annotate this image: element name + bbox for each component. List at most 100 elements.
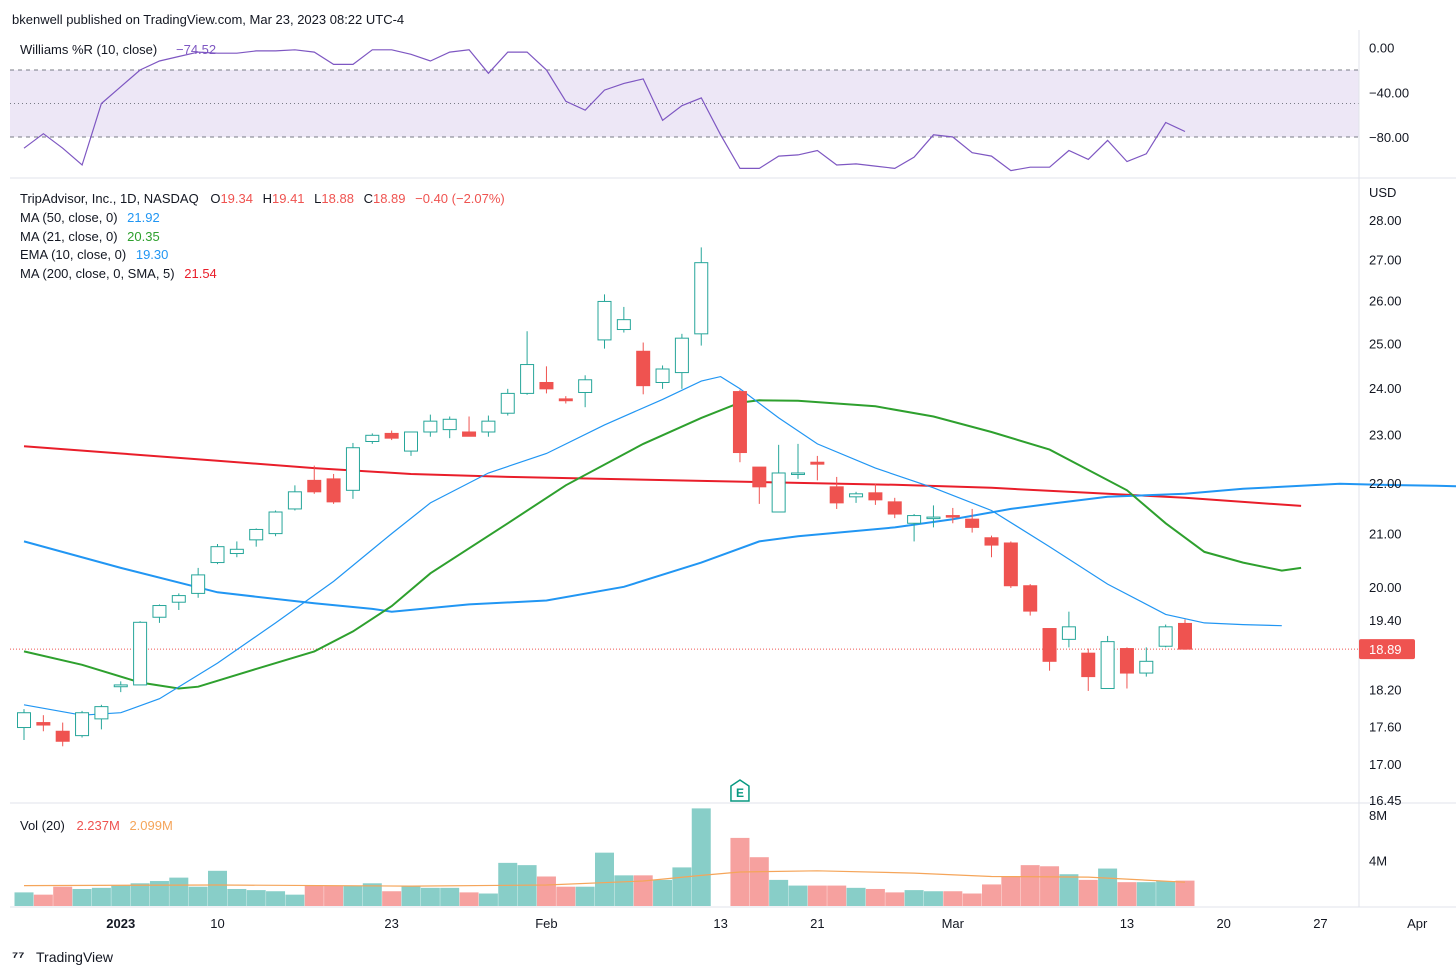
volume-bar-up: [130, 883, 150, 906]
time-tick-label: 2023: [106, 916, 135, 931]
candle-body-down: [810, 461, 825, 465]
last-price-badge: 18.89: [1359, 639, 1415, 660]
volume-bar-down: [1001, 876, 1021, 906]
candle-body-up: [849, 493, 864, 498]
candle-body-down: [984, 537, 999, 546]
volume-bar-down: [827, 885, 847, 906]
price-pane: TripAdvisor, Inc., 1D, NASDAQ O19.34 H19…: [10, 185, 1456, 808]
candle-body-up: [597, 300, 612, 341]
candle-body-down: [462, 431, 477, 437]
volume-bar-down: [556, 886, 576, 906]
volume-bar-down: [885, 892, 905, 906]
candle-body-up: [655, 368, 670, 383]
candle-body-down: [732, 391, 747, 454]
price-tick-label: 28.00: [1369, 213, 1402, 228]
candle-body-up: [423, 420, 438, 433]
price-tick-label: 27.00: [1369, 252, 1402, 267]
volume-bar-down: [1020, 865, 1040, 906]
volume-bar-up: [498, 862, 518, 906]
last-price-badge-bg: [1359, 639, 1415, 660]
volume-bar-up: [575, 886, 595, 906]
candle-body-down: [636, 350, 651, 387]
legend-ema10: EMA (10, close, 0) 19.30: [20, 247, 168, 262]
time-tick-label: 27: [1313, 916, 1327, 931]
candle-body-up: [674, 337, 689, 374]
williams-r-tick-label: −40.00: [1369, 85, 1409, 100]
volume-bars: [14, 808, 1195, 906]
volume-bar-up: [362, 883, 382, 906]
time-tick-label: Mar: [942, 916, 965, 931]
price-tick-label: 16.45: [1369, 793, 1402, 808]
williams-r-value: −74.52: [176, 42, 216, 57]
volume-pane: Vol (20) 2.237M 2.099M 8M 4M: [14, 808, 1387, 906]
price-tick-label: 24.00: [1369, 381, 1402, 396]
candle-body-up: [191, 574, 206, 594]
high-value: 19.41: [272, 191, 305, 206]
symbol-line: TripAdvisor, Inc., 1D, NASDAQ: [20, 191, 199, 206]
candle-body-down: [539, 381, 554, 390]
candle-body-up: [578, 379, 593, 393]
candle-body-down: [307, 479, 322, 493]
close-label: C: [364, 191, 373, 206]
volume-tick-label: 4M: [1369, 854, 1387, 869]
volume-bar-up: [401, 885, 421, 906]
time-tick-label: 13: [1120, 916, 1134, 931]
volume-bar-up: [169, 877, 189, 906]
candle-body-down: [945, 515, 960, 518]
candle-body-up: [268, 511, 283, 535]
time-tick-label: Feb: [535, 916, 557, 931]
volume-bar-down: [865, 888, 885, 906]
brand-name: TradingView: [36, 949, 114, 965]
volume-bar-down: [633, 875, 653, 906]
volume-bar-up: [478, 893, 498, 906]
candle-body-down: [829, 486, 844, 504]
open-label: O: [210, 191, 220, 206]
candle-body-up: [249, 528, 264, 541]
volume-bar-up: [1156, 881, 1176, 906]
legend-ma50: MA (50, close, 0) 21.92: [20, 210, 160, 225]
candle-body-down: [965, 518, 980, 528]
volume-bar-down: [324, 885, 344, 906]
volume-bar-down: [962, 893, 982, 906]
candle-body-down: [1042, 628, 1057, 662]
ma21-line: [23, 399, 1302, 690]
volume-tick-label: 8M: [1369, 808, 1387, 823]
candle-body-up: [616, 319, 631, 331]
volume-bar-down: [33, 894, 53, 906]
volume-bar-down: [749, 857, 769, 906]
candle-body-down: [36, 722, 51, 726]
volume-bar-down: [982, 884, 1001, 906]
legend-ma21: MA (21, close, 0) 20.35: [20, 229, 160, 244]
volume-bar-up: [691, 808, 711, 906]
time-tick-label: 23: [384, 916, 398, 931]
candle-body-up: [1100, 641, 1115, 690]
earnings-marker[interactable]: E: [730, 779, 750, 802]
candle-body-up: [771, 472, 786, 513]
currency-label: USD: [1369, 185, 1396, 200]
volume-bar-down: [53, 886, 73, 906]
volume-bar-up: [343, 885, 363, 906]
candle-body-down: [752, 466, 767, 488]
ma21-name: MA (21, close, 0): [20, 229, 118, 244]
candle-body-down: [1023, 585, 1038, 612]
candle-body-up: [75, 712, 90, 737]
time-tick-label: 21: [810, 916, 824, 931]
change-value: −0.40 (−2.07%): [415, 191, 505, 206]
volume-bar-up: [208, 870, 227, 906]
time-tick-label: Apr: [1407, 916, 1428, 931]
volume-label: Vol (20): [20, 818, 65, 833]
volume-bar-up: [846, 887, 866, 906]
tradingview-logo: ⁷⁷ TradingView: [12, 949, 114, 966]
publisher-line: bkenwell published on TradingView.com, M…: [12, 12, 404, 27]
volume-bar-up: [672, 867, 692, 906]
earnings-badge-shape: [730, 779, 750, 802]
candle-body-down: [1178, 622, 1192, 650]
price-tick-label: 23.00: [1369, 427, 1402, 442]
candle-body-up: [1061, 626, 1076, 640]
volume-bar-up: [420, 887, 440, 906]
volume-bar-up: [285, 894, 305, 906]
price-tick-label: 25.00: [1369, 336, 1402, 351]
volume-value: 2.237M: [76, 818, 119, 833]
volume-bar-up: [72, 888, 92, 906]
